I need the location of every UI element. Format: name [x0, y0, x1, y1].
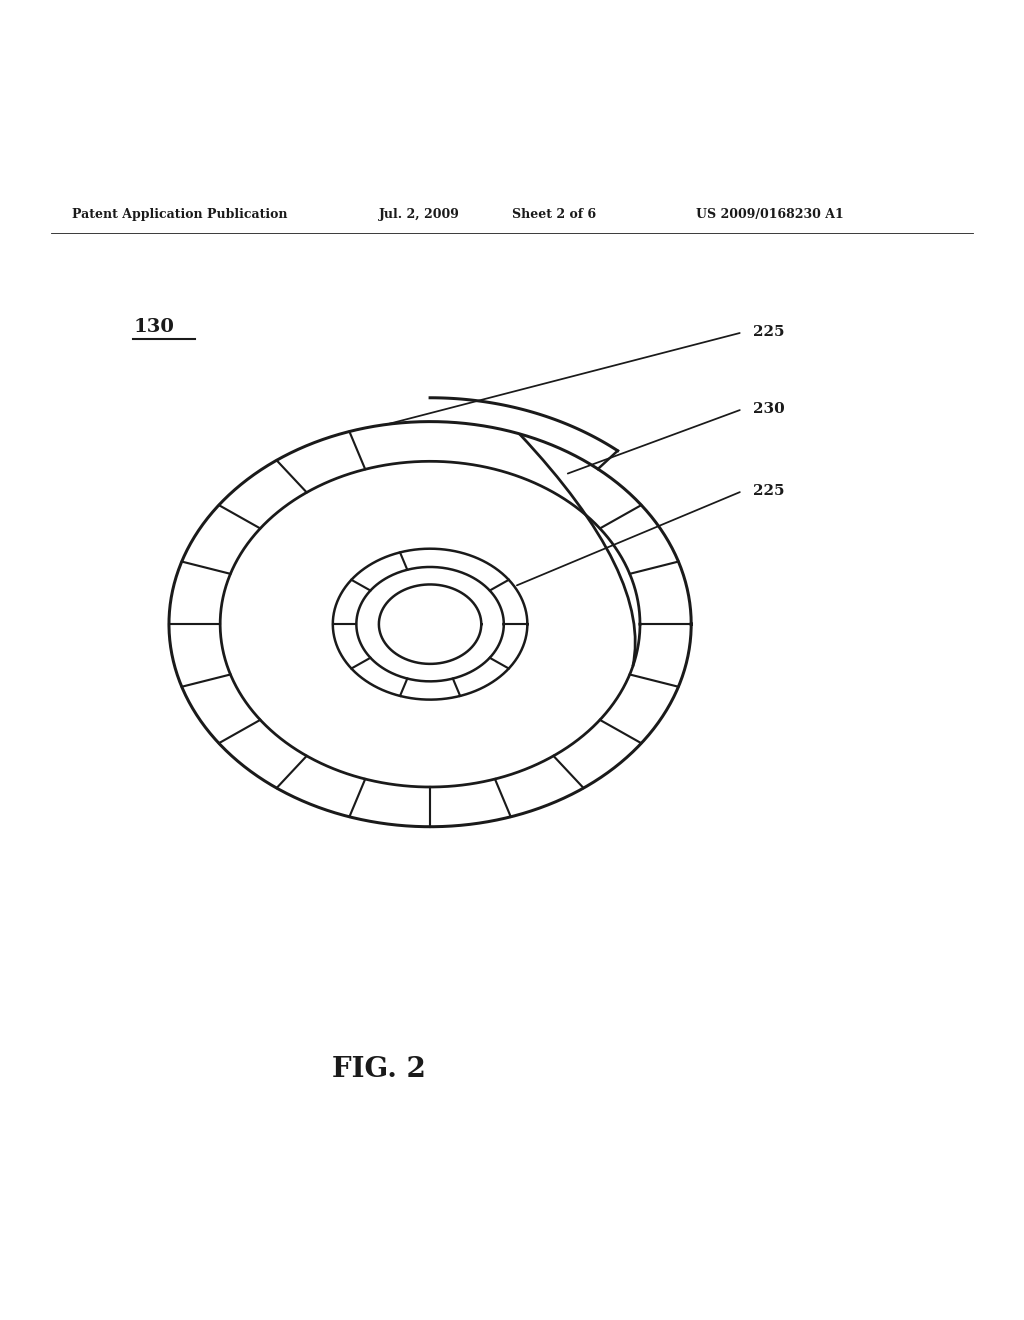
Text: 230: 230: [753, 403, 784, 416]
Text: Jul. 2, 2009: Jul. 2, 2009: [379, 209, 460, 220]
Text: FIG. 2: FIG. 2: [332, 1056, 426, 1084]
Text: 130: 130: [133, 318, 174, 337]
Text: US 2009/0168230 A1: US 2009/0168230 A1: [696, 209, 844, 220]
Text: 225: 225: [753, 484, 784, 498]
Text: Patent Application Publication: Patent Application Publication: [72, 209, 287, 220]
Text: 225: 225: [753, 325, 784, 339]
Text: Sheet 2 of 6: Sheet 2 of 6: [512, 209, 596, 220]
